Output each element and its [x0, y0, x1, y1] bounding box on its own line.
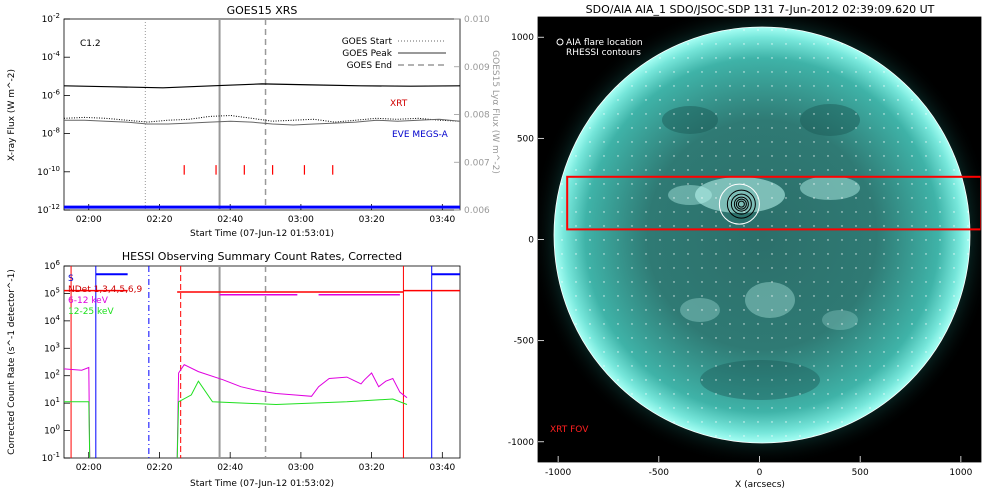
aia-legend-label: AIA flare location	[566, 38, 643, 48]
hessi-y-tick-label: 103	[44, 341, 60, 354]
hessi-y-tick-label: 106	[44, 259, 60, 272]
goes-legend-label: GOES End	[347, 61, 392, 71]
aia-x-tick-label: -500	[649, 468, 670, 478]
hessi-y-tick-label: 102	[44, 369, 60, 382]
goes-plot-frame	[63, 18, 461, 211]
rhessi-contour	[726, 189, 756, 219]
aia-x-axis: -1000 -500 0 500 1000	[545, 456, 973, 478]
hessi-series-1	[64, 380, 408, 458]
goes-x-tick-label: 03:40	[429, 215, 455, 225]
aia-x-label: X (arcsecs)	[735, 480, 785, 490]
aia-y-tick-label: -500	[514, 337, 535, 347]
limb-circle	[553, 26, 971, 444]
goes-class-label: C1.2	[80, 39, 101, 49]
hessi-x-tick-label: 02:00	[76, 463, 102, 473]
flare-location-marker	[718, 183, 760, 225]
goes-x-tick-label: 02:20	[146, 215, 172, 225]
goes-y2-tick-label: 0.006	[464, 206, 490, 216]
hessi-x-tick-label: 03:20	[359, 463, 385, 473]
aia-image-panel: SDO/AIA AIA_1 SDO/JSOC-SDP 131 7-Jun-201…	[508, 3, 982, 490]
hessi-y-tick-label: 101	[44, 396, 60, 409]
hessi-y-tick-label: 10-1	[42, 451, 60, 464]
goes-x-tick-label: 03:20	[359, 215, 385, 225]
aia-legend-marker	[556, 38, 564, 46]
goes-legend-label: GOES Start	[342, 37, 393, 47]
goes-y2-tick-label: 0.009	[464, 63, 490, 73]
hessi-legend-label: NDet 1,3,4,5,6,9	[68, 285, 143, 295]
hessi-legend-label: 6-12 keV	[68, 296, 109, 306]
hessi-x-label: Start Time (07-Jun-12 01:53:02)	[190, 479, 334, 489]
goes-x-tick-label: 03:00	[288, 215, 314, 225]
hessi-x-tick-label: 02:20	[146, 463, 172, 473]
aia-x-tick-label: 500	[852, 468, 869, 478]
aia-y-tick-label: 500	[517, 134, 534, 144]
aia-y-tick-label: 0	[528, 236, 534, 246]
goes-y-tick-label: 10-4	[42, 50, 61, 63]
goes-y2-tick-label: 0.007	[464, 158, 490, 168]
aia-title: SDO/AIA AIA_1 SDO/JSOC-SDP 131 7-Jun-201…	[586, 3, 935, 16]
rhessi-contour	[735, 198, 747, 210]
hessi-x-tick-label: 02:40	[217, 463, 243, 473]
eve-series-label: EVE MEGS-A	[392, 130, 449, 140]
hessi-y-axis: 106 105 104 103 102 101 100 10-1	[42, 259, 70, 464]
goes-plot-area	[64, 19, 460, 210]
flare-location-circle	[718, 183, 760, 225]
goes-x-tick-label: 02:40	[217, 215, 243, 225]
hessi-y-tick-label: 104	[44, 314, 60, 327]
goes-chart-title: GOES15 XRS	[227, 4, 298, 17]
aia-y-axis: 1000 500 0 -500 -1000	[508, 33, 544, 448]
aia-x-tick-label: 0	[757, 468, 763, 478]
hessi-x-tick-label: 03:00	[288, 463, 314, 473]
goes-y-label: X-ray Flux (W m^-2)	[7, 69, 17, 161]
aia-x-tick-label: 1000	[949, 468, 972, 478]
goes-legend-label: GOES Peak	[342, 49, 392, 59]
rhessi-contour	[733, 196, 749, 212]
goes-y-tick-label: 10-2	[42, 12, 60, 25]
goes-y2-axis: 0.010 0.009 0.008 0.007 0.006	[454, 15, 490, 216]
xrt-series-label: XRT	[390, 99, 408, 109]
goes-x-tick-label: 02:00	[76, 215, 102, 225]
xrt-fov-box	[566, 175, 981, 231]
goes-x-axis: 02:00 02:20 02:40 03:00 03:20 03:40	[76, 204, 456, 225]
hessi-legend-label: S	[68, 274, 74, 284]
aia-y-tick-label: -1000	[508, 438, 534, 448]
aia-legend-label: RHESSI contours	[566, 48, 641, 58]
goes-y2-tick-label: 0.008	[464, 111, 490, 121]
hessi-series-0	[64, 364, 408, 458]
goes-y-axis: 10-2 10-4 10-6 10-8 10-10 10-12	[37, 12, 70, 216]
active-regions	[554, 27, 970, 443]
hessi-y-tick-label: 105	[44, 286, 60, 299]
hessi-y-label: Corrected Count Rate (s^-1 detector^-1)	[7, 269, 17, 455]
goes-y-tick-label: 10-10	[37, 165, 60, 178]
goes-y2-tick-label: 0.010	[464, 15, 490, 25]
hessi-x-tick-label: 03:40	[429, 463, 455, 473]
goes-x-label: Start Time (07-Jun-12 01:53:01)	[190, 229, 334, 239]
hessi-plot-area	[64, 266, 460, 458]
hessi-chart-title: HESSI Observing Summary Count Rates, Cor…	[122, 250, 402, 263]
hessi-plot-frame	[63, 265, 461, 459]
hessi-y-tick-label: 100	[44, 424, 60, 437]
aia-y-tick-label: 1000	[511, 33, 534, 43]
goes-y-tick-label: 10-8	[42, 127, 60, 140]
goes-lyman-series	[64, 118, 460, 126]
goes-y-tick-label: 10-12	[37, 203, 60, 216]
goes-xrs-chart: GOES15 XRS 10-2 10-4 10-6 10-8 10-10 10-12 0.…	[7, 4, 500, 239]
xrt-fov-label: XRT FOV	[550, 425, 589, 435]
rhessi-contour	[737, 200, 745, 208]
rhessi-contour	[730, 193, 752, 215]
aia-x-tick-label: -1000	[545, 468, 571, 478]
goes-long-series	[64, 83, 460, 89]
hessi-legend-label: 12-25 keV	[68, 307, 114, 317]
hessi-x-axis: 02:00 02:20 02:40 03:00 03:20 03:40	[76, 452, 456, 473]
goes-y2-label: GOES15 Lyα Flux (W m^-2)	[490, 50, 500, 174]
goes-y-tick-label: 10-6	[42, 88, 61, 101]
goes-legend: GOES Start GOES Peak GOES End	[342, 37, 446, 71]
hessi-count-rate-chart: HESSI Observing Summary Count Rates, Cor…	[7, 250, 461, 489]
